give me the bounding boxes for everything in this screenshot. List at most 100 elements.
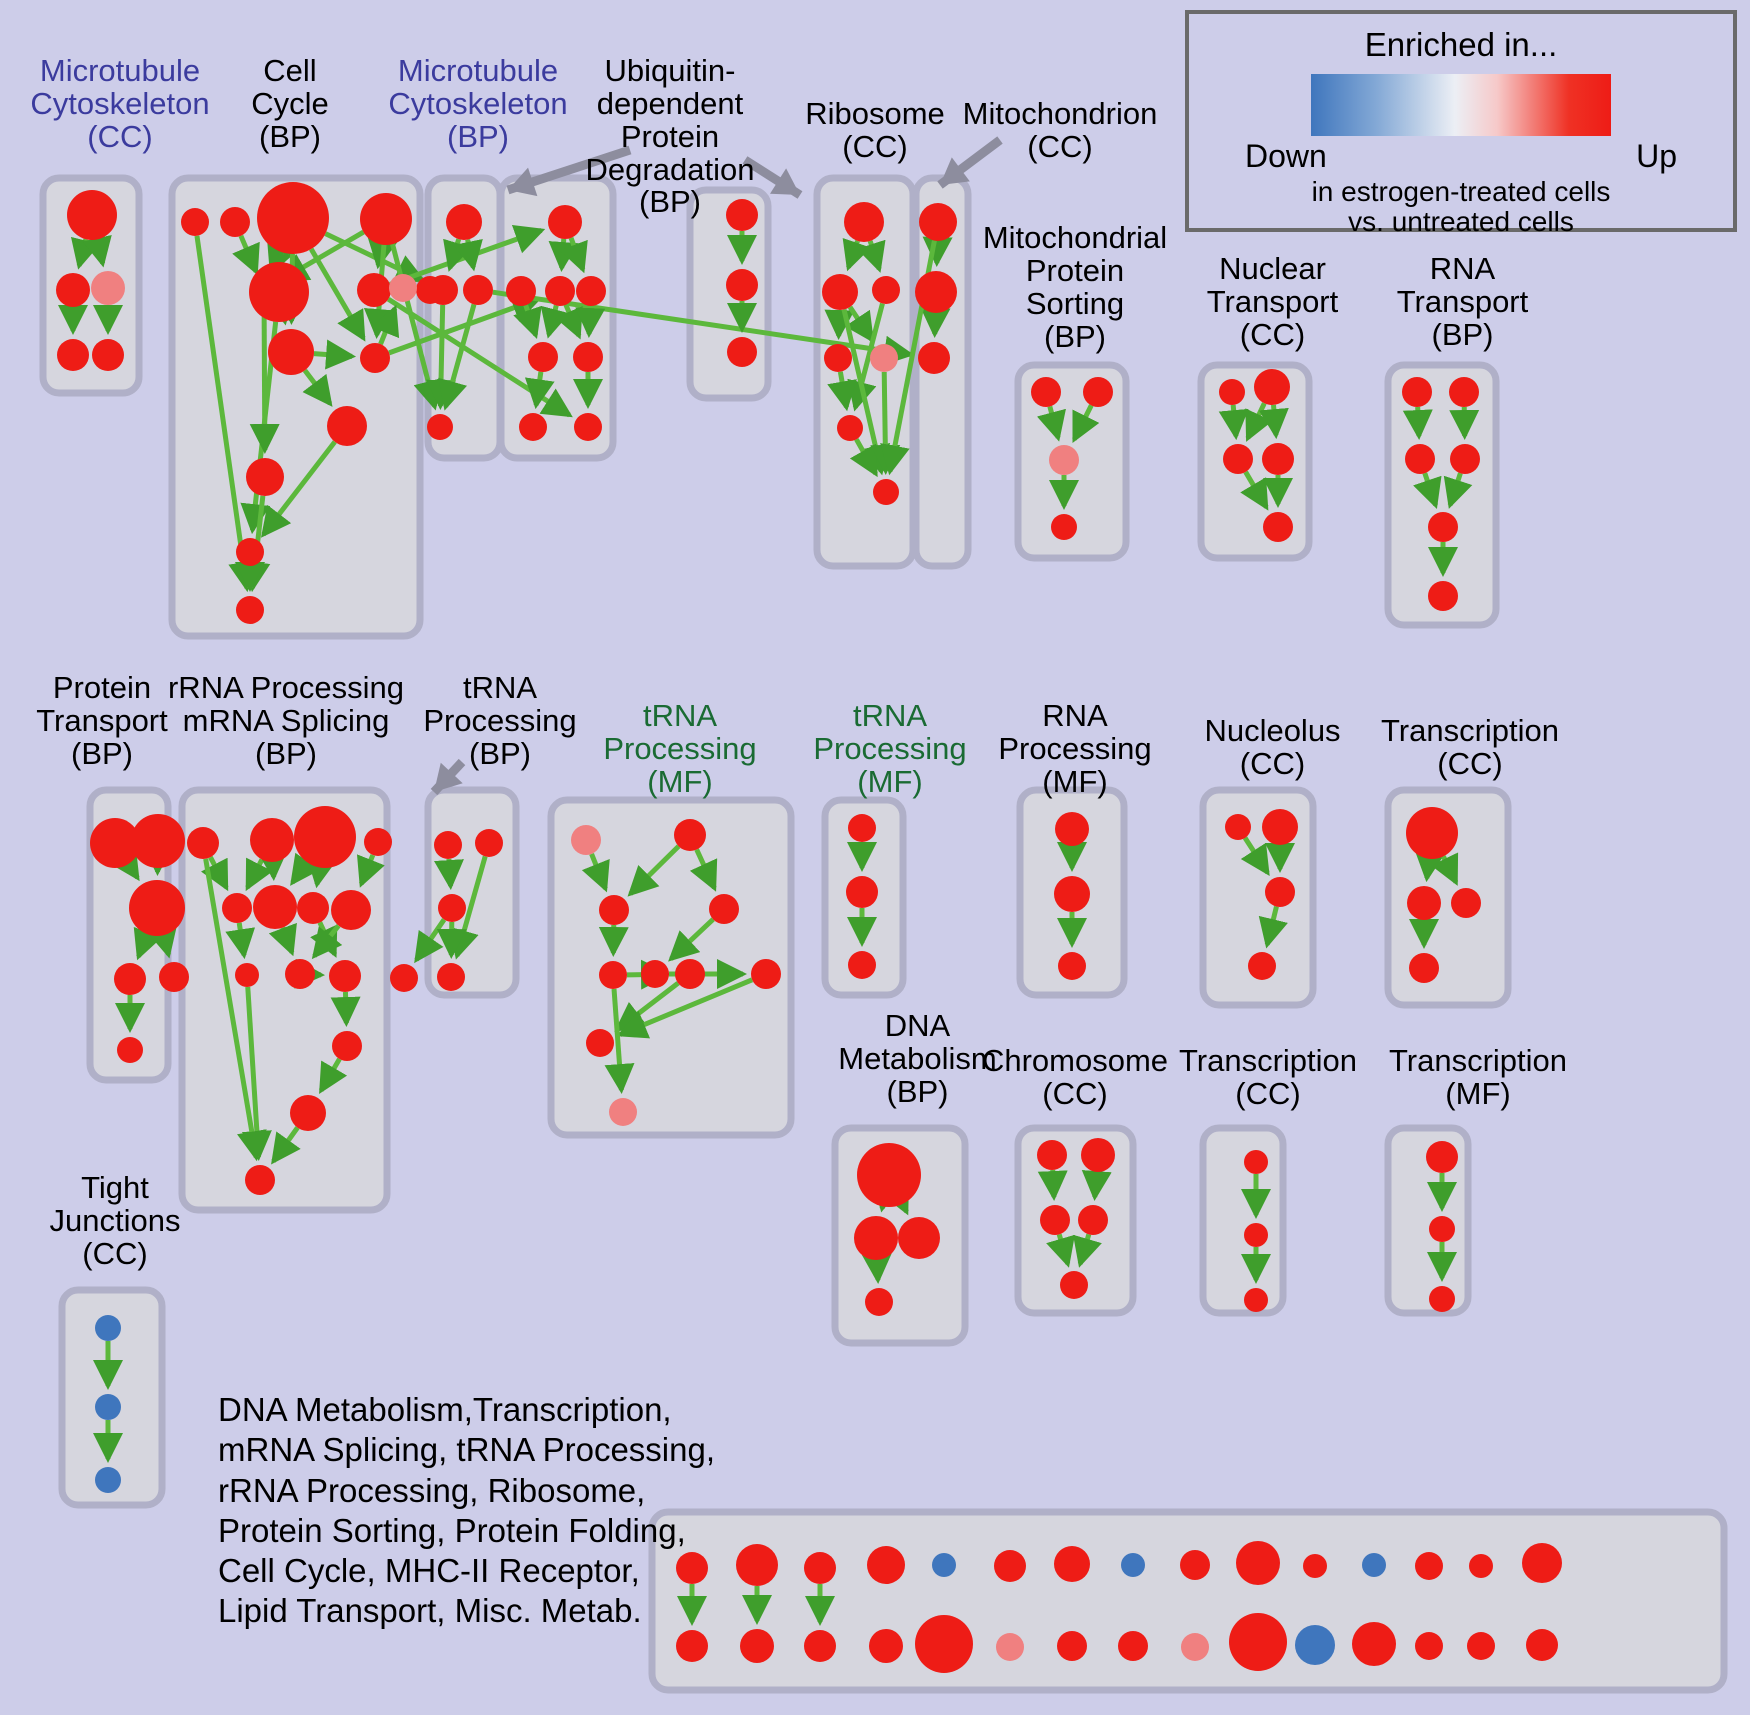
network-node[interactable] — [1051, 514, 1077, 540]
network-node[interactable] — [1049, 445, 1079, 475]
network-node[interactable] — [57, 339, 89, 371]
network-node[interactable] — [571, 825, 601, 855]
network-node[interactable] — [1223, 444, 1253, 474]
network-node[interactable] — [475, 829, 503, 857]
network-node[interactable] — [1060, 1271, 1088, 1299]
network-node[interactable] — [932, 1553, 956, 1577]
network-node[interactable] — [357, 273, 391, 307]
network-node[interactable] — [1449, 377, 1479, 407]
network-node[interactable] — [519, 413, 547, 441]
network-node[interactable] — [506, 276, 536, 306]
network-node[interactable] — [844, 202, 884, 242]
network-node[interactable] — [1225, 814, 1251, 840]
network-node[interactable] — [915, 271, 957, 313]
network-node[interactable] — [1081, 1138, 1115, 1172]
network-node[interactable] — [332, 1031, 362, 1061]
network-node[interactable] — [915, 1615, 973, 1673]
network-node[interactable] — [1262, 809, 1298, 845]
network-node[interactable] — [865, 1288, 893, 1316]
network-node[interactable] — [848, 814, 876, 842]
network-node[interactable] — [390, 964, 418, 992]
network-node[interactable] — [438, 894, 466, 922]
network-node[interactable] — [95, 1315, 121, 1341]
network-node[interactable] — [586, 1029, 614, 1057]
network-node[interactable] — [250, 818, 294, 862]
network-node[interactable] — [726, 269, 758, 301]
network-node[interactable] — [994, 1550, 1026, 1582]
network-node[interactable] — [427, 414, 453, 440]
network-node[interactable] — [131, 814, 185, 868]
network-node[interactable] — [235, 963, 259, 987]
network-node[interactable] — [95, 1467, 121, 1493]
network-node[interactable] — [804, 1630, 836, 1662]
network-node[interactable] — [918, 342, 950, 374]
network-node[interactable] — [1262, 443, 1294, 475]
network-node[interactable] — [609, 1098, 637, 1126]
network-node[interactable] — [434, 831, 462, 859]
network-node[interactable] — [253, 885, 297, 929]
network-node[interactable] — [285, 959, 315, 989]
network-node[interactable] — [545, 276, 575, 306]
network-node[interactable] — [824, 344, 852, 372]
network-node[interactable] — [1078, 1205, 1108, 1235]
network-node[interactable] — [1415, 1632, 1443, 1660]
network-node[interactable] — [674, 819, 706, 851]
network-node[interactable] — [870, 344, 898, 372]
network-node[interactable] — [1429, 1286, 1455, 1312]
network-node[interactable] — [222, 893, 252, 923]
network-node[interactable] — [528, 342, 558, 372]
network-node[interactable] — [846, 876, 878, 908]
network-node[interactable] — [869, 1629, 903, 1663]
network-node[interactable] — [446, 204, 482, 240]
network-node[interactable] — [1083, 377, 1113, 407]
network-node[interactable] — [867, 1546, 905, 1584]
network-node[interactable] — [1219, 379, 1245, 405]
network-node[interactable] — [1055, 812, 1089, 846]
network-node[interactable] — [854, 1216, 898, 1260]
network-node[interactable] — [1426, 1141, 1458, 1173]
network-node[interactable] — [574, 413, 602, 441]
network-node[interactable] — [257, 182, 329, 254]
network-node[interactable] — [360, 193, 412, 245]
network-node[interactable] — [599, 895, 629, 925]
network-node[interactable] — [751, 959, 781, 989]
network-node[interactable] — [1428, 512, 1458, 542]
network-node[interactable] — [268, 329, 314, 375]
network-node[interactable] — [1405, 444, 1435, 474]
network-node[interactable] — [91, 271, 125, 305]
network-node[interactable] — [360, 343, 390, 373]
network-node[interactable] — [872, 276, 900, 304]
network-node[interactable] — [1263, 512, 1293, 542]
network-node[interactable] — [1236, 1541, 1280, 1585]
network-node[interactable] — [548, 205, 582, 239]
network-node[interactable] — [95, 1394, 121, 1420]
network-node[interactable] — [181, 208, 209, 236]
network-node[interactable] — [1057, 1631, 1087, 1661]
network-node[interactable] — [1467, 1632, 1495, 1660]
network-node[interactable] — [736, 1544, 778, 1586]
network-node[interactable] — [1450, 444, 1480, 474]
network-node[interactable] — [1031, 377, 1061, 407]
network-node[interactable] — [1229, 1613, 1287, 1671]
network-node[interactable] — [236, 596, 264, 624]
network-node[interactable] — [114, 963, 146, 995]
network-node[interactable] — [727, 337, 757, 367]
network-node[interactable] — [1181, 1633, 1209, 1661]
network-node[interactable] — [641, 960, 669, 988]
network-node[interactable] — [1054, 1546, 1090, 1582]
network-node[interactable] — [294, 806, 356, 868]
network-node[interactable] — [1429, 1216, 1455, 1242]
network-node[interactable] — [428, 275, 458, 305]
network-node[interactable] — [1180, 1550, 1210, 1580]
network-node[interactable] — [246, 458, 284, 496]
network-node[interactable] — [297, 892, 329, 924]
network-node[interactable] — [364, 828, 392, 856]
network-node[interactable] — [331, 890, 371, 930]
network-node[interactable] — [1526, 1629, 1558, 1661]
network-node[interactable] — [159, 962, 189, 992]
network-node[interactable] — [709, 894, 739, 924]
network-node[interactable] — [1244, 1150, 1268, 1174]
network-node[interactable] — [1040, 1205, 1070, 1235]
network-node[interactable] — [676, 1630, 708, 1662]
network-node[interactable] — [599, 961, 627, 989]
